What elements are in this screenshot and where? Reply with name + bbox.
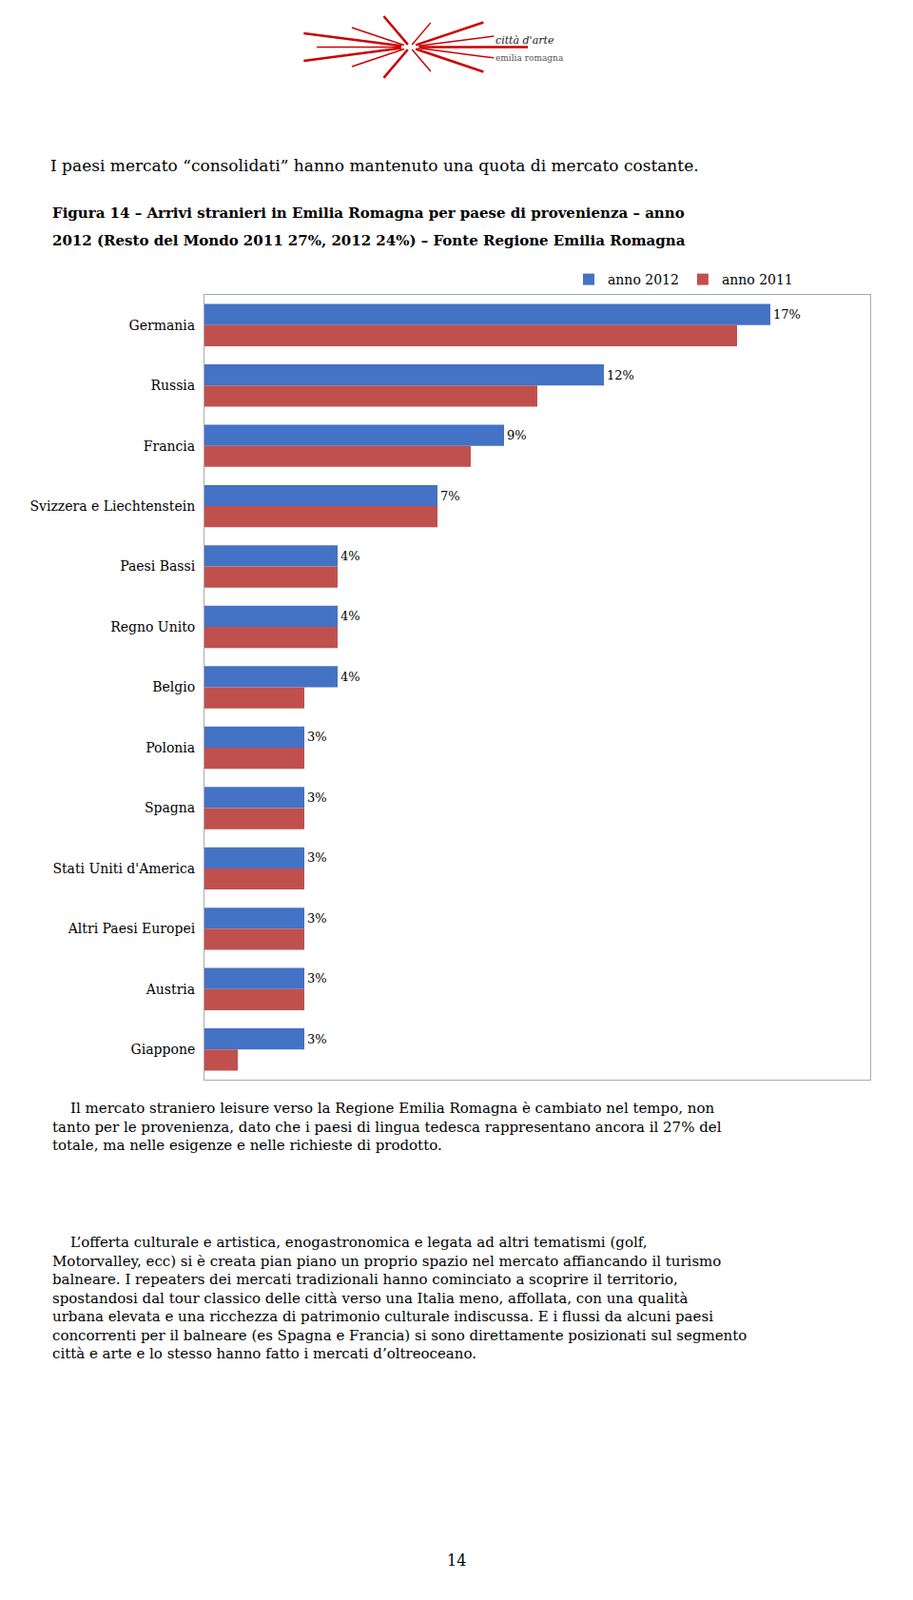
svg-text:4%: 4% [340,669,361,684]
svg-text:3%: 3% [307,729,328,744]
svg-text:4%: 4% [340,548,361,564]
svg-text:Regno Unito: Regno Unito [110,619,195,635]
svg-text:Belgio: Belgio [152,679,195,695]
svg-text:Stati Uniti d'America: Stati Uniti d'America [52,860,195,876]
svg-text:Germania: Germania [129,317,196,333]
svg-text:3%: 3% [307,911,328,926]
svg-text:3%: 3% [307,1031,328,1047]
svg-text:anno 2012: anno 2012 [607,271,680,288]
svg-text:Paesi Bassi: Paesi Bassi [119,558,196,574]
svg-text:9%: 9% [506,427,527,443]
svg-text:4%: 4% [340,608,361,623]
svg-text:2012 (Resto del Mondo 2011 27%: 2012 (Resto del Mondo 2011 27%, 2012 24%… [52,232,686,250]
svg-text:3%: 3% [307,850,328,865]
svg-text:Figura 14 – Arrivi stranieri i: Figura 14 – Arrivi stranieri in Emilia R… [52,204,685,222]
svg-text:L’offerta culturale e artistic: L’offerta culturale e artistica, enogast… [52,1233,747,1362]
svg-text:I paesi mercato “consolidati”: I paesi mercato “consolidati” hanno mant… [50,155,700,175]
svg-text:Spagna: Spagna [144,799,195,816]
svg-text:14: 14 [446,1551,467,1570]
svg-text:7%: 7% [440,488,461,504]
svg-text:Giappone: Giappone [131,1041,196,1057]
svg-text:Austria: Austria [145,981,195,997]
svg-text:anno 2011: anno 2011 [721,271,794,288]
svg-text:Il mercato straniero leisure v: Il mercato straniero leisure verso la Re… [52,1099,722,1154]
svg-text:Altri Paesi Europei: Altri Paesi Europei [67,920,196,936]
svg-text:Svizzera e Liechtenstein: Svizzera e Liechtenstein [30,498,196,514]
svg-text:3%: 3% [307,971,328,986]
svg-text:17%: 17% [773,307,801,322]
svg-text:Polonia: Polonia [145,739,195,756]
svg-text:città d'arte: città d'arte [495,34,555,47]
svg-text:emilia romagna: emilia romagna [495,53,564,63]
svg-text:Russia: Russia [150,377,195,393]
svg-text:Francia: Francia [143,438,195,454]
svg-text:3%: 3% [307,790,328,805]
svg-text:12%: 12% [606,368,635,383]
